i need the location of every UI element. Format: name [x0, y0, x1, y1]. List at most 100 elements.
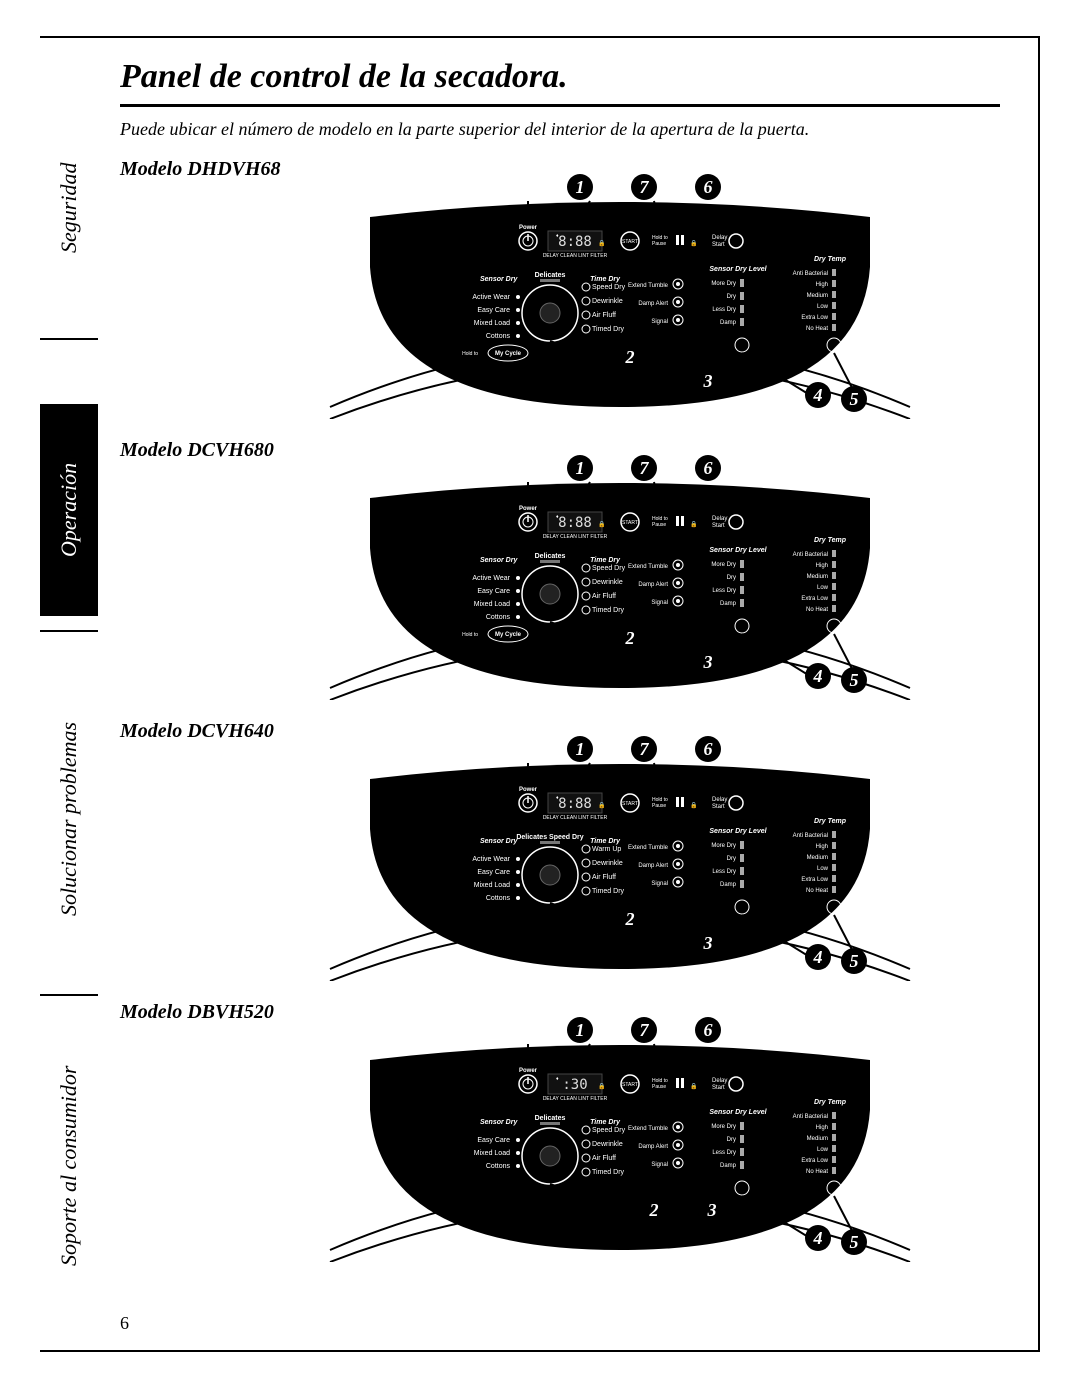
svg-text:Damp Alert: Damp Alert	[638, 301, 668, 307]
callout-5: 5	[841, 948, 867, 974]
svg-text:Delay: Delay	[712, 235, 727, 241]
callout-6: 6	[695, 1017, 721, 1043]
model-block: Modelo DBVH520 Power :30 ♦ 🔒 DELAY CLEAN…	[120, 1001, 1000, 1262]
svg-text:More Dry: More Dry	[711, 843, 736, 849]
svg-text:High: High	[816, 563, 828, 569]
callout-2: 2	[617, 906, 643, 932]
svg-text:🔒: 🔒	[690, 801, 697, 809]
svg-text:Sensor Dry Level: Sensor Dry Level	[709, 266, 767, 273]
svg-text:Low: Low	[817, 304, 829, 310]
svg-text:Timed Dry: Timed Dry	[592, 326, 625, 333]
svg-text:Damp Alert: Damp Alert	[638, 582, 668, 588]
dryer-panel-svg: Power :30 ♦ 🔒 DELAY CLEAN LINT FILTER ST…	[300, 1030, 940, 1262]
panel-wrap: Power 8:88 ♦ 🔒 DELAY CLEAN LINT FILTER S…	[300, 468, 940, 700]
svg-text:♦: ♦	[556, 1076, 559, 1082]
callout-5: 5	[841, 1229, 867, 1255]
svg-text:My Cycle: My Cycle	[495, 351, 522, 357]
svg-text:Signal: Signal	[651, 319, 668, 325]
dryer-panel-svg: Power 8:88 ♦ 🔒 DELAY CLEAN LINT FILTER S…	[300, 468, 940, 700]
sidebar-tab: Seguridad	[40, 98, 98, 318]
svg-text:Dry Temp: Dry Temp	[814, 256, 847, 263]
svg-text:Timed Dry: Timed Dry	[592, 607, 625, 614]
dryer-panel-svg: Power 8:88 ♦ 🔒 DELAY CLEAN LINT FILTER S…	[300, 187, 940, 419]
svg-text:Dry: Dry	[727, 856, 736, 862]
svg-text:Active Wear: Active Wear	[472, 294, 510, 301]
svg-text:Anti Bacterial: Anti Bacterial	[793, 271, 828, 277]
callout-7: 7	[631, 174, 657, 200]
svg-text:Damp: Damp	[720, 882, 737, 888]
svg-text:No Heat: No Heat	[806, 326, 828, 332]
svg-text:Medium: Medium	[807, 574, 828, 580]
svg-text:Dewrinkle: Dewrinkle	[592, 1141, 623, 1148]
panel-wrap: Power :30 ♦ 🔒 DELAY CLEAN LINT FILTER ST…	[300, 1030, 940, 1262]
svg-text:Sensor Dry: Sensor Dry	[480, 838, 518, 845]
svg-text:Delay: Delay	[712, 797, 727, 803]
svg-text:🔒: 🔒	[598, 520, 605, 528]
svg-text:Damp: Damp	[720, 601, 737, 607]
svg-text:Sensor Dry Level: Sensor Dry Level	[709, 828, 767, 835]
sidebar-tab: Solucionar problemas	[40, 658, 98, 980]
svg-text:Dry Temp: Dry Temp	[814, 818, 847, 825]
svg-text:Time Dry: Time Dry	[590, 838, 621, 845]
callout-7: 7	[631, 455, 657, 481]
models-container: Modelo DHDVH68 Power 8:88 ♦ 🔒 DELAY CLEA…	[120, 158, 1000, 1262]
svg-text:♦: ♦	[556, 514, 559, 520]
svg-text:Low: Low	[817, 585, 829, 591]
svg-text:🔒: 🔒	[690, 520, 697, 528]
svg-text:🔒: 🔒	[690, 1082, 697, 1090]
svg-text:Delicates: Delicates	[535, 272, 566, 279]
svg-text:Pause: Pause	[652, 803, 666, 809]
svg-text:Delicates: Delicates	[535, 553, 566, 560]
callout-7: 7	[631, 1017, 657, 1043]
svg-text:No Heat: No Heat	[806, 888, 828, 894]
svg-text:Damp: Damp	[720, 1163, 737, 1169]
svg-text:Extend Tumble: Extend Tumble	[628, 845, 669, 851]
svg-text:Hold to: Hold to	[462, 632, 478, 638]
svg-text:Dewrinkle: Dewrinkle	[592, 860, 623, 867]
callout-2: 2	[617, 344, 643, 370]
svg-text:DELAY CLEAN LINT FILTER: DELAY CLEAN LINT FILTER	[543, 534, 608, 540]
model-label: Modelo DBVH520	[120, 1001, 1000, 1024]
svg-text:Sensor Dry: Sensor Dry	[480, 557, 518, 564]
svg-text:High: High	[816, 282, 828, 288]
svg-text:START: START	[622, 1082, 638, 1088]
svg-text:Damp: Damp	[720, 320, 737, 326]
svg-text:Damp Alert: Damp Alert	[638, 1144, 668, 1150]
svg-text:Easy Care: Easy Care	[477, 1137, 510, 1144]
svg-text:Extra Low: Extra Low	[801, 1158, 828, 1164]
svg-text::30: :30	[562, 1077, 587, 1093]
svg-text:🔒: 🔒	[598, 801, 605, 809]
svg-text:Dewrinkle: Dewrinkle	[592, 579, 623, 586]
sidebar-tab: Soporte al consumidor	[40, 1006, 98, 1326]
svg-text:No Heat: No Heat	[806, 1169, 828, 1175]
svg-text:Medium: Medium	[807, 293, 828, 299]
svg-text:Pause: Pause	[652, 241, 666, 247]
svg-text:Anti Bacterial: Anti Bacterial	[793, 1114, 828, 1120]
tab-divider	[40, 630, 98, 632]
callout-5: 5	[841, 386, 867, 412]
svg-text:Speed Dry: Speed Dry	[592, 565, 626, 572]
svg-text:Low: Low	[817, 866, 829, 872]
svg-text:Air Fluff: Air Fluff	[592, 874, 616, 881]
svg-text:Cottons: Cottons	[486, 614, 511, 621]
callout-6: 6	[695, 736, 721, 762]
svg-text:Signal: Signal	[651, 881, 668, 887]
svg-text:My Cycle: My Cycle	[495, 632, 522, 638]
svg-text:Sensor Dry Level: Sensor Dry Level	[709, 1109, 767, 1116]
callout-5: 5	[841, 667, 867, 693]
svg-text:Warm Up: Warm Up	[592, 846, 621, 853]
svg-text:More Dry: More Dry	[711, 281, 736, 287]
svg-text:Mixed Load: Mixed Load	[474, 601, 510, 608]
svg-text:Power: Power	[519, 787, 538, 793]
svg-text:Dry Temp: Dry Temp	[814, 1099, 847, 1106]
svg-text:DELAY CLEAN LINT FILTER: DELAY CLEAN LINT FILTER	[543, 253, 608, 259]
svg-text:Dry Temp: Dry Temp	[814, 537, 847, 544]
svg-text:Less Dry: Less Dry	[712, 1150, 736, 1156]
svg-text:Mixed Load: Mixed Load	[474, 882, 510, 889]
svg-text:Start: Start	[712, 1085, 725, 1091]
svg-text:Anti Bacterial: Anti Bacterial	[793, 552, 828, 558]
svg-text:Delicates: Delicates	[535, 1115, 566, 1122]
callout-1: 1	[567, 1017, 593, 1043]
svg-text:🔒: 🔒	[598, 1082, 605, 1090]
callout-4: 4	[805, 1225, 831, 1251]
